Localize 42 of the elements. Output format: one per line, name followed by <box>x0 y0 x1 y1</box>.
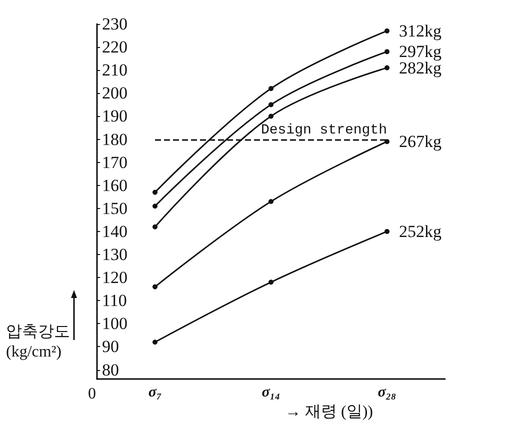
point <box>268 86 274 92</box>
y-tick-label: 170 <box>102 152 128 172</box>
y-tick-label: 110 <box>102 291 127 310</box>
point <box>152 284 158 290</box>
y-tick-label: 180 <box>102 130 128 149</box>
y-tick-label: 130 <box>102 245 128 264</box>
x-tick-label: σ₁₄ <box>262 384 280 400</box>
y-tick-label: 80 <box>102 360 119 380</box>
series-label: 267kg <box>399 132 442 152</box>
point <box>268 102 274 108</box>
x-tick-label: σ₂₈ <box>378 384 396 400</box>
y-tick-label: 190 <box>102 106 128 126</box>
point <box>268 280 274 285</box>
y-tick-label: 230 <box>102 14 128 34</box>
point <box>384 228 390 234</box>
y-tick-label: 150 <box>102 198 128 218</box>
series-label: 312kg <box>399 21 442 40</box>
x-tick-label: σ₇ <box>148 384 162 400</box>
point <box>152 224 158 230</box>
point <box>384 28 390 34</box>
series-label: 252kg <box>399 222 442 241</box>
series-label: 297kg <box>399 42 442 62</box>
y-tick-label: 120 <box>102 268 128 288</box>
point <box>384 139 390 144</box>
point <box>384 49 390 54</box>
y-tick-label: 90 <box>102 337 119 356</box>
point <box>268 114 274 119</box>
y-tick-label: 100 <box>102 314 128 334</box>
point <box>152 340 158 345</box>
x-axis-title: → 재령 (일)) <box>285 404 373 420</box>
point <box>152 204 158 209</box>
point <box>152 190 158 195</box>
text: 0 <box>88 386 96 402</box>
y-tick-label: 220 <box>102 38 128 57</box>
y-tick-label: 210 <box>102 60 128 80</box>
y-axis-title: 압축강도 (kg/cm²) <box>6 324 70 360</box>
point <box>268 199 274 204</box>
y-tick-label: 140 <box>102 222 128 241</box>
ref-line-label: Design strength <box>260 122 387 138</box>
point <box>384 65 390 70</box>
y-tick-label: 200 <box>102 84 128 103</box>
y-tick-label: 160 <box>102 176 128 195</box>
